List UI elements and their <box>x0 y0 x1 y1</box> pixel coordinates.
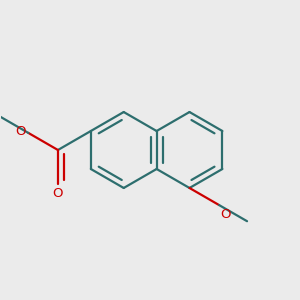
Text: O: O <box>15 125 26 138</box>
Text: O: O <box>53 188 63 200</box>
Text: O: O <box>221 208 231 221</box>
